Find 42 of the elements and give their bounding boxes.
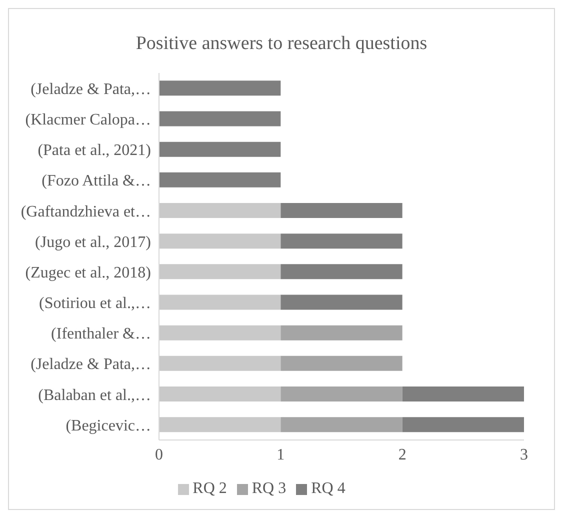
x-tick-label: 3 [520, 446, 528, 464]
bar [280, 294, 402, 310]
y-tick-label: (Gaftandzhieva et… [20, 203, 151, 220]
y-tick-label: (Balaban et al.,… [38, 386, 151, 404]
bar [402, 386, 524, 402]
legend-label: RQ 2 [192, 480, 227, 497]
y-tick-label: (Sotiriou et al.,… [39, 295, 151, 312]
y-tick-label: (Klacmer Calopa… [25, 112, 151, 129]
bar [159, 325, 281, 340]
y-tick-label: (Zugec et al., 2018) [25, 264, 151, 282]
bar [402, 417, 524, 432]
x-tick-label: 0 [155, 446, 163, 464]
x-tick-label: 2 [398, 446, 406, 464]
bar [159, 172, 281, 188]
y-tick-label: (Fozo Attila &… [42, 172, 151, 190]
legend-label: RQ 4 [311, 480, 346, 497]
bar [159, 80, 281, 96]
y-tick-label: (Begicevic… [66, 417, 151, 434]
bar [159, 356, 281, 371]
bar [159, 264, 281, 280]
legend-label: RQ 3 [252, 480, 286, 497]
y-tick-label: (Pata et al., 2021) [38, 142, 151, 160]
chart-title: Positive answers to research questions [134, 33, 428, 56]
bar [280, 386, 402, 402]
bar [159, 111, 281, 126]
y-tick-label: (Jeladze & Pata,… [30, 356, 151, 374]
x-tick-label: 1 [276, 446, 285, 464]
bar [280, 234, 402, 249]
bar [280, 325, 402, 340]
y-tick-label: (Ifenthaler &… [51, 326, 151, 343]
bar [159, 294, 281, 310]
y-tick-label: (Jeladze & Pata,… [30, 80, 151, 98]
bar [280, 356, 402, 371]
bar [159, 142, 281, 157]
y-tick-label: (Jugo et al., 2017) [35, 234, 151, 251]
bar [159, 234, 281, 249]
bar [280, 202, 402, 218]
bar [159, 202, 281, 218]
bar [280, 417, 402, 432]
bar [159, 417, 281, 432]
bar [280, 264, 402, 280]
bar [159, 386, 281, 402]
